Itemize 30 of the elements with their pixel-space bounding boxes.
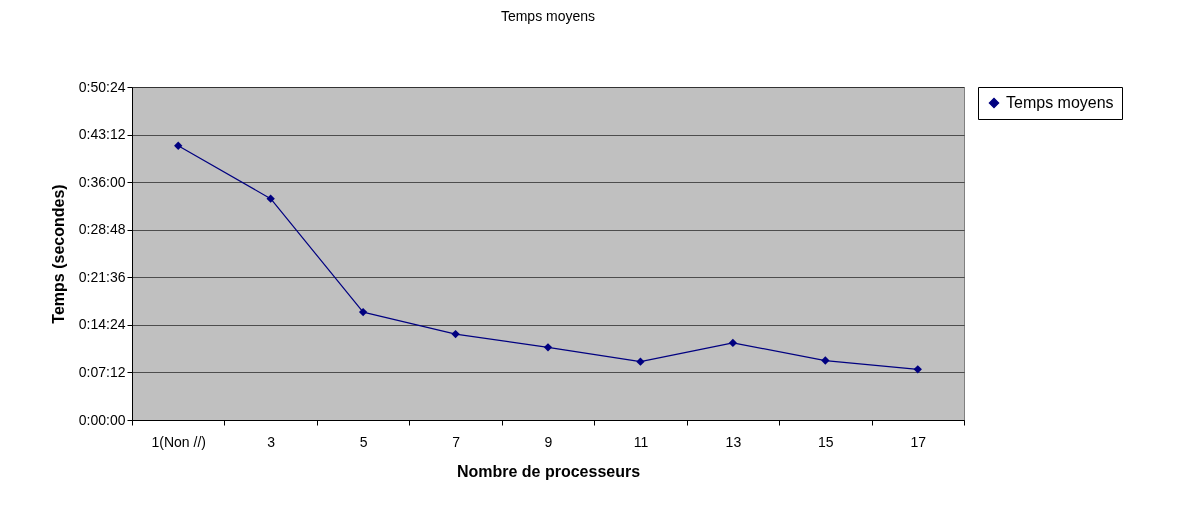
x-tick-label: 17 [910, 433, 927, 450]
point [358, 307, 368, 317]
point [266, 194, 275, 203]
point [821, 356, 830, 365]
y-tick-label: 0:43:12 [78, 126, 126, 143]
y-tick-label: 0:50:24 [78, 78, 126, 95]
y-tick-label: 0:14:24 [78, 316, 126, 333]
y-axis-title: Temps (secondes) [49, 184, 67, 324]
x-tick-label: 9 [544, 433, 553, 450]
x-tick-label: 3 [267, 433, 276, 450]
point [174, 141, 183, 150]
y-tick-label: 0:36:00 [78, 173, 126, 190]
x-tick-label: 13 [725, 433, 742, 450]
point [913, 365, 922, 374]
point [543, 343, 553, 352]
point [451, 329, 460, 339]
chart-title: Temps moyens [500, 8, 596, 24]
y-tick-label: 0:07:12 [78, 363, 126, 380]
x-axis-title: Nombre de processeurs [456, 462, 641, 480]
point [728, 338, 738, 348]
x-tick-label: 7 [452, 433, 461, 450]
x-tick-label: 1(Non //) [151, 433, 206, 450]
x-tick-label: 5 [359, 433, 368, 450]
y-tick-label: 0:28:48 [78, 221, 126, 238]
y-tick-label: 0:21:36 [78, 268, 126, 285]
x-tick-label: 11 [633, 433, 649, 450]
point [636, 357, 645, 366]
legend-label: Temps moyens [1006, 94, 1114, 111]
y-tick-label: 0:00:00 [78, 411, 126, 428]
x-tick-label: 15 [818, 433, 834, 450]
